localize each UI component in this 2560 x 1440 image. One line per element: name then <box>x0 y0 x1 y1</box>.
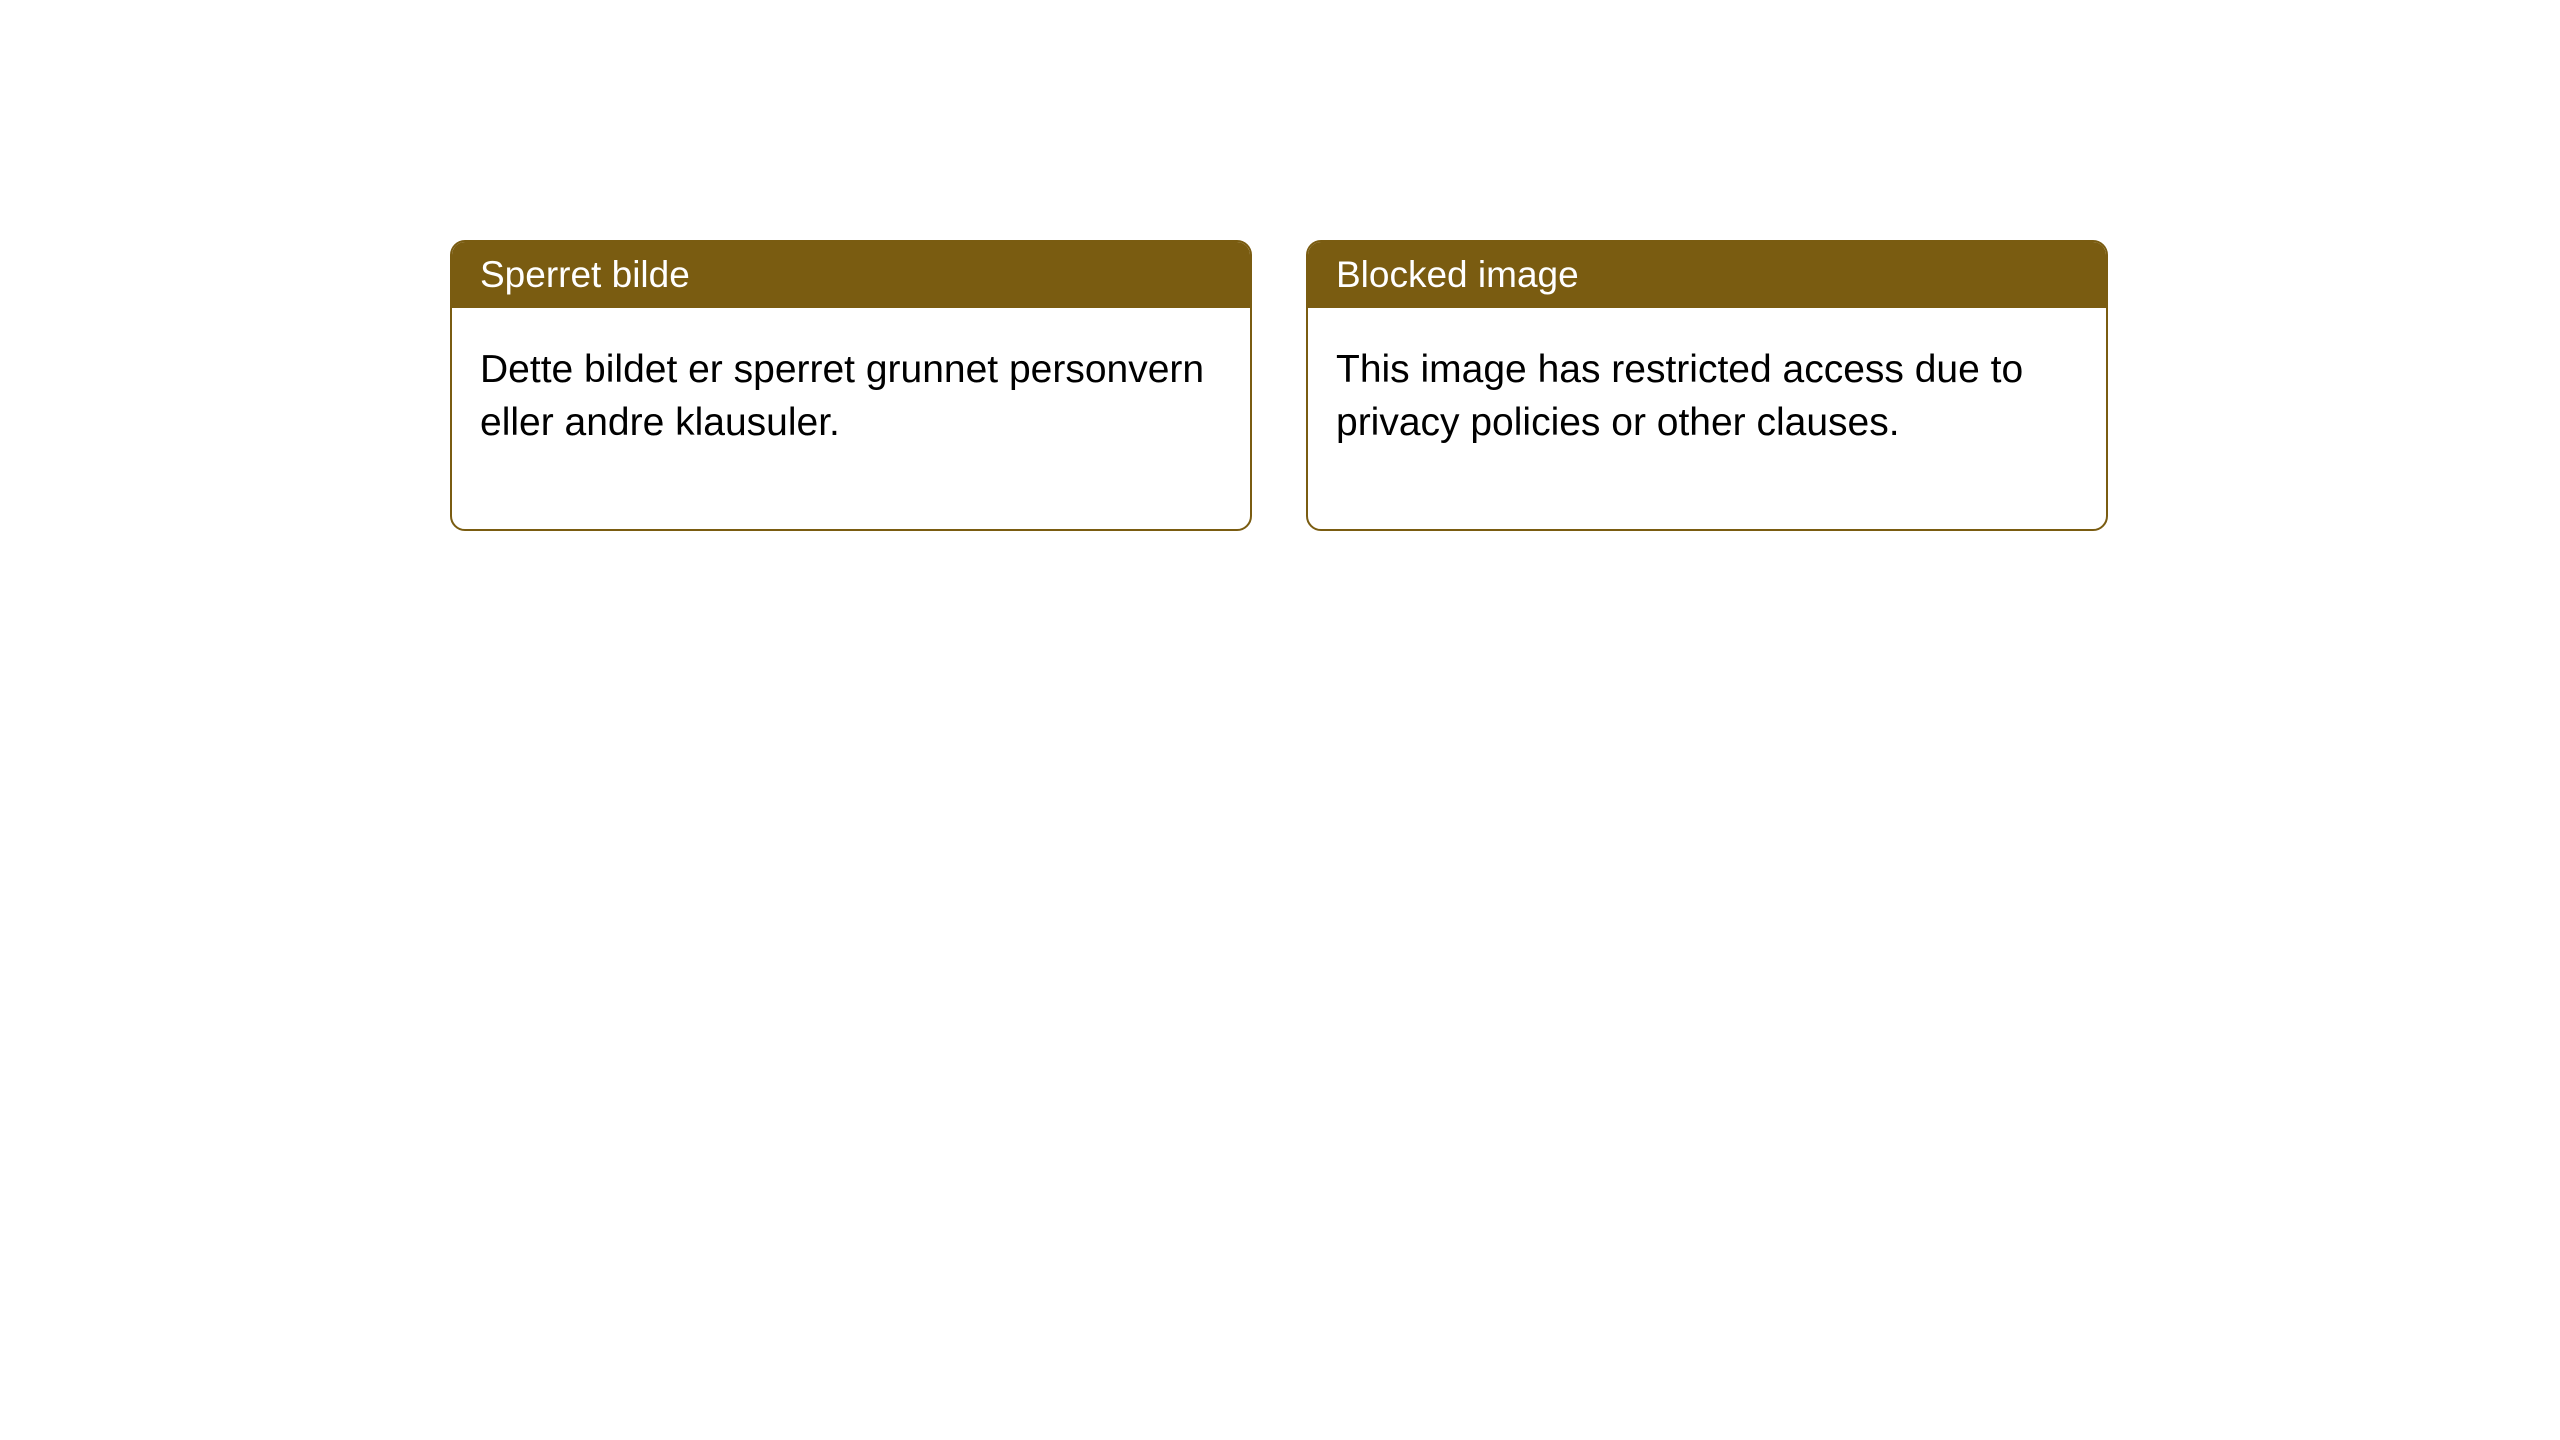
notice-header-english: Blocked image <box>1308 242 2106 308</box>
notice-card-norwegian: Sperret bilde Dette bildet er sperret gr… <box>450 240 1252 531</box>
notice-body-english: This image has restricted access due to … <box>1308 308 2106 529</box>
notice-body-norwegian: Dette bildet er sperret grunnet personve… <box>452 308 1250 529</box>
notice-container: Sperret bilde Dette bildet er sperret gr… <box>450 240 2108 531</box>
notice-card-english: Blocked image This image has restricted … <box>1306 240 2108 531</box>
notice-header-norwegian: Sperret bilde <box>452 242 1250 308</box>
